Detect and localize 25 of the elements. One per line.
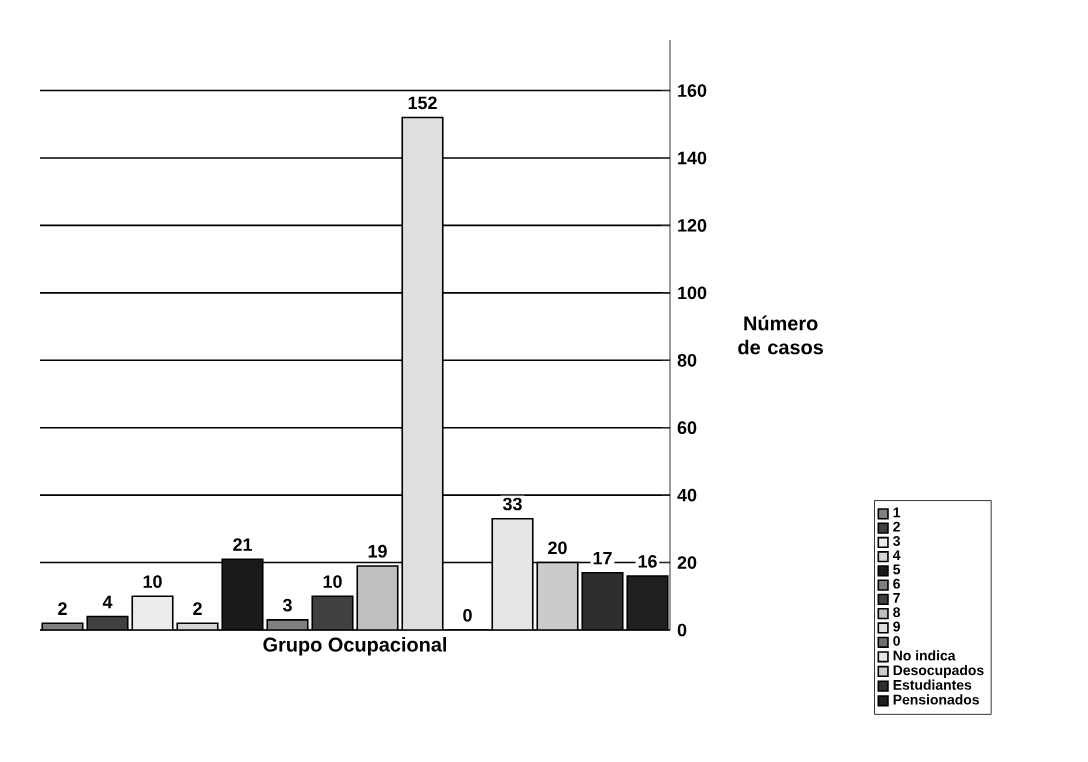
y-tick-label: 100 bbox=[678, 286, 707, 300]
data-label: 19 bbox=[368, 544, 387, 558]
data-label: 152 bbox=[408, 96, 437, 110]
y-axis-title: Número de casos bbox=[738, 315, 824, 355]
data-label: 16 bbox=[638, 554, 657, 568]
data-label: 10 bbox=[143, 575, 162, 588]
y-tick-label: 20 bbox=[677, 556, 697, 569]
data-label: 2 bbox=[193, 602, 202, 615]
data-label: 0 bbox=[463, 608, 472, 622]
data-label: 17 bbox=[593, 551, 612, 565]
data-label: 3 bbox=[282, 598, 292, 612]
y-tick-label: 40 bbox=[677, 488, 697, 502]
data-label: 33 bbox=[502, 497, 522, 511]
y-tick-label: 120 bbox=[678, 219, 707, 232]
y-tick-label: 60 bbox=[677, 421, 697, 435]
data-label: 21 bbox=[233, 538, 252, 551]
y-tick-label: 140 bbox=[678, 151, 707, 165]
y-tick-label: 80 bbox=[677, 353, 697, 367]
x-axis-title: Grupo Ocupacional bbox=[263, 637, 447, 656]
data-label: 20 bbox=[548, 541, 567, 555]
y-tick-label: 0 bbox=[677, 623, 687, 637]
y-tick-label: 160 bbox=[678, 84, 707, 97]
data-label: 10 bbox=[323, 575, 342, 588]
data-label: 4 bbox=[102, 595, 113, 609]
data-label: 2 bbox=[58, 602, 67, 615]
